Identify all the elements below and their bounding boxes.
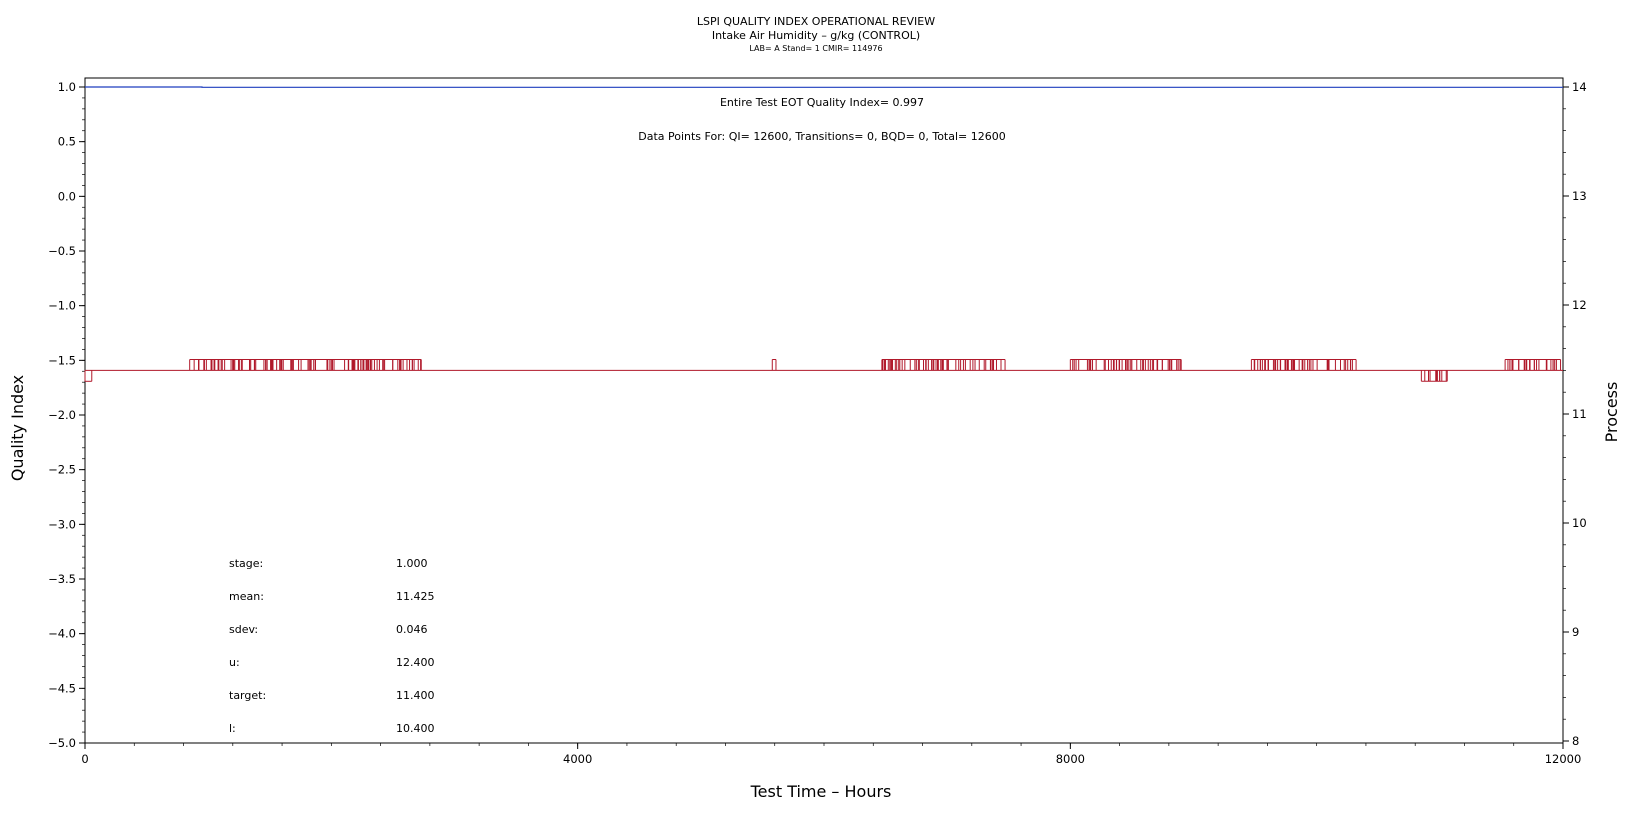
y-tick-label: −4.0 (48, 627, 76, 641)
plot-area (84, 77, 1564, 744)
y2-tick-label: 12 (1572, 298, 1587, 312)
process-segment (1420, 370, 1448, 382)
y-tick-label: −3.0 (48, 517, 76, 531)
process-segment (1069, 359, 1182, 371)
chart-title: LSPI QUALITY INDEX OPERATIONAL REVIEW (697, 15, 935, 28)
x-tick-label: 8000 (1056, 752, 1085, 766)
stat-value: 12.400 (396, 656, 435, 669)
y-tick-label: −0.5 (48, 244, 76, 258)
y-tick-label: −2.5 (48, 463, 76, 477)
process-segment (84, 370, 93, 382)
bottom-axis: 0 4000 8000 12000 (81, 743, 1581, 766)
y-tick-label: −2.0 (48, 408, 76, 422)
stat-value: 1.000 (396, 557, 428, 570)
y2-tick-label: 11 (1572, 407, 1587, 421)
stat-label: u: (229, 656, 240, 669)
process-segment (771, 359, 777, 371)
x-tick-label: 0 (81, 752, 88, 766)
process-segment (1504, 359, 1562, 371)
y-tick-label: 0.0 (58, 189, 76, 203)
y-tick-label: −1.5 (48, 353, 76, 367)
stat-value: 11.400 (396, 689, 435, 702)
y2-tick-label: 8 (1572, 734, 1579, 748)
process-segment (881, 359, 1006, 371)
series-layer (84, 86, 1563, 382)
y2-tick-label: 14 (1572, 80, 1587, 94)
y2-axis-label: Process (1602, 382, 1621, 443)
stat-value: 10.400 (396, 722, 435, 735)
y-tick-label: −1.0 (48, 299, 76, 313)
stat-label: target: (229, 689, 266, 702)
stats-block: stage: 1.000 mean: 11.425 sdev: 0.046 u: 12.400… (229, 557, 435, 735)
process-segment (189, 359, 375, 371)
y-tick-label: −3.5 (48, 572, 76, 586)
eot-quality-index-annotation: Entire Test EOT Quality Index= 0.997 (720, 96, 924, 109)
stat-label: stage: (229, 557, 263, 570)
stat-label: l: (229, 722, 236, 735)
y-tick-label: −4.5 (48, 681, 76, 695)
stat-value: 11.425 (396, 590, 435, 603)
plot-frame (84, 77, 1564, 744)
y-tick-label: 1.0 (58, 80, 76, 94)
stat-label: mean: (229, 590, 264, 603)
stat-label: sdev: (229, 623, 258, 636)
process-segment (1250, 359, 1357, 371)
y2-tick-label: 9 (1572, 625, 1579, 639)
x-tick-label: 4000 (563, 752, 592, 766)
y-tick-label: 0.5 (58, 135, 76, 149)
left-axis: 1.0 0.5 0.0 −0.5 −1.0 −1.5 −2.0 −2.5 −3.0 −3.5 −4.… (48, 80, 85, 750)
y2-tick-label: 10 (1572, 516, 1587, 530)
right-axis: 14 13 12 11 10 9 8 (1563, 80, 1587, 748)
stat-value: 0.046 (396, 623, 428, 636)
x-axis-label: Test Time – Hours (750, 782, 892, 801)
x-tick-label: 12000 (1545, 752, 1582, 766)
y-axis-label: Quality Index (8, 375, 27, 481)
process-segment (351, 359, 422, 371)
y-tick-label: −5.0 (48, 736, 76, 750)
chart-subsubtitle: LAB= A Stand= 1 CMIR= 114976 (749, 44, 882, 53)
data-points-annotation: Data Points For: QI= 12600, Transitions=… (638, 130, 1006, 143)
y2-tick-label: 13 (1572, 189, 1587, 203)
chart-subtitle: Intake Air Humidity – g/kg (CONTROL) (712, 29, 920, 42)
